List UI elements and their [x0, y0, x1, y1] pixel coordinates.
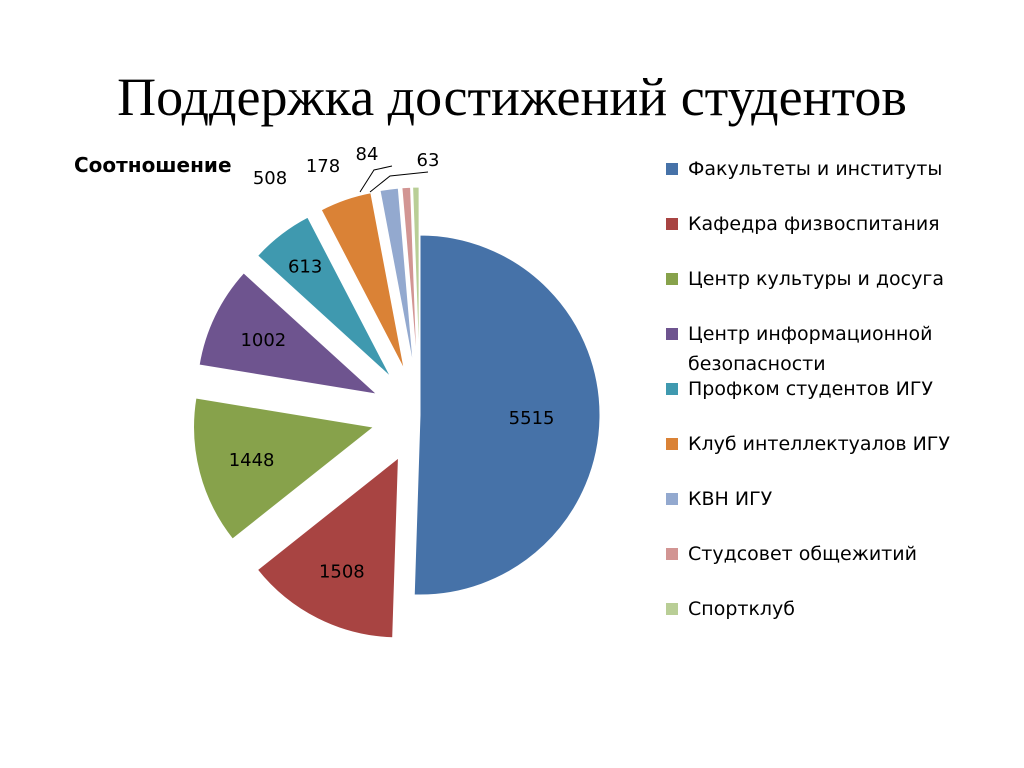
pie-data-label-4: 1002: [240, 330, 286, 351]
pie-slice-8: [401, 186, 418, 368]
legend-item-5: Профком студентов ИГУ: [666, 374, 986, 404]
legend-swatch: [666, 383, 678, 395]
legend-label: Профком студентов ИГУ: [688, 378, 934, 400]
chart-title: Соотношение: [74, 153, 232, 177]
legend-label: КВН ИГУ: [688, 488, 773, 510]
pie-data-label-1: 5515: [509, 408, 555, 429]
legend-label: Студсовет общежитий: [688, 543, 917, 565]
pie-slice-3: [193, 397, 375, 540]
legend-swatch: [666, 603, 678, 615]
legend-item-9: Спортклуб: [666, 594, 986, 624]
pie-data-label-9: 63: [417, 150, 440, 171]
legend-label: Факультеты и институты: [688, 158, 943, 180]
legend-swatch: [666, 163, 678, 175]
legend-label: Клуб интеллектуалов ИГУ: [688, 433, 950, 455]
legend-label: Центр культуры и досуга: [688, 268, 944, 290]
legend-item-8: Студсовет общежитий: [666, 539, 986, 569]
pie-slice-2: [256, 456, 399, 639]
leader-line-9: [369, 171, 429, 193]
legend-item-3: Центр культуры и досуга: [666, 264, 986, 294]
pie-data-label-6: 508: [253, 168, 287, 189]
legend-item-4: Центр информационной безопасности: [666, 319, 986, 379]
legend-item-7: КВН ИГУ: [666, 484, 986, 514]
legend-label: Спортклуб: [688, 598, 796, 620]
pie-slices: [193, 186, 601, 639]
legend-swatch: [666, 328, 678, 340]
pie-slice-6: [320, 192, 405, 370]
pie-slice-1: [413, 234, 601, 596]
pie-data-label-3: 1448: [229, 450, 275, 471]
leader-line-8: [359, 165, 393, 193]
pie-data-labels: 5515 1508 1448 1002 613 508 178 84 63: [229, 144, 555, 582]
pie-data-label-7: 178: [306, 156, 340, 177]
legend-item-6: Клуб интеллектуалов ИГУ: [666, 429, 986, 459]
legend-swatch: [666, 548, 678, 560]
legend-item-2: Кафедра физвоспитания: [666, 209, 986, 239]
pie-slice-9: [412, 186, 420, 368]
slide-title: Поддержка достижений студентов: [117, 67, 907, 127]
pie-data-label-8: 84: [356, 144, 379, 165]
pie-slice-5: [256, 216, 392, 378]
pie-data-label-5: 613: [288, 257, 322, 278]
pie-leader-lines: [359, 165, 429, 193]
legend-label: Кафедра физвоспитания: [688, 213, 940, 235]
legend-swatch: [666, 438, 678, 450]
pie-slice-4: [198, 272, 379, 395]
pie-slice-7: [379, 187, 414, 368]
legend-label: Центр информационной безопасности: [688, 323, 933, 375]
legend-swatch: [666, 273, 678, 285]
legend-swatch: [666, 493, 678, 505]
legend-swatch: [666, 218, 678, 230]
pie-data-label-2: 1508: [319, 561, 365, 582]
legend-item-1: Факультеты и институты: [666, 154, 986, 184]
